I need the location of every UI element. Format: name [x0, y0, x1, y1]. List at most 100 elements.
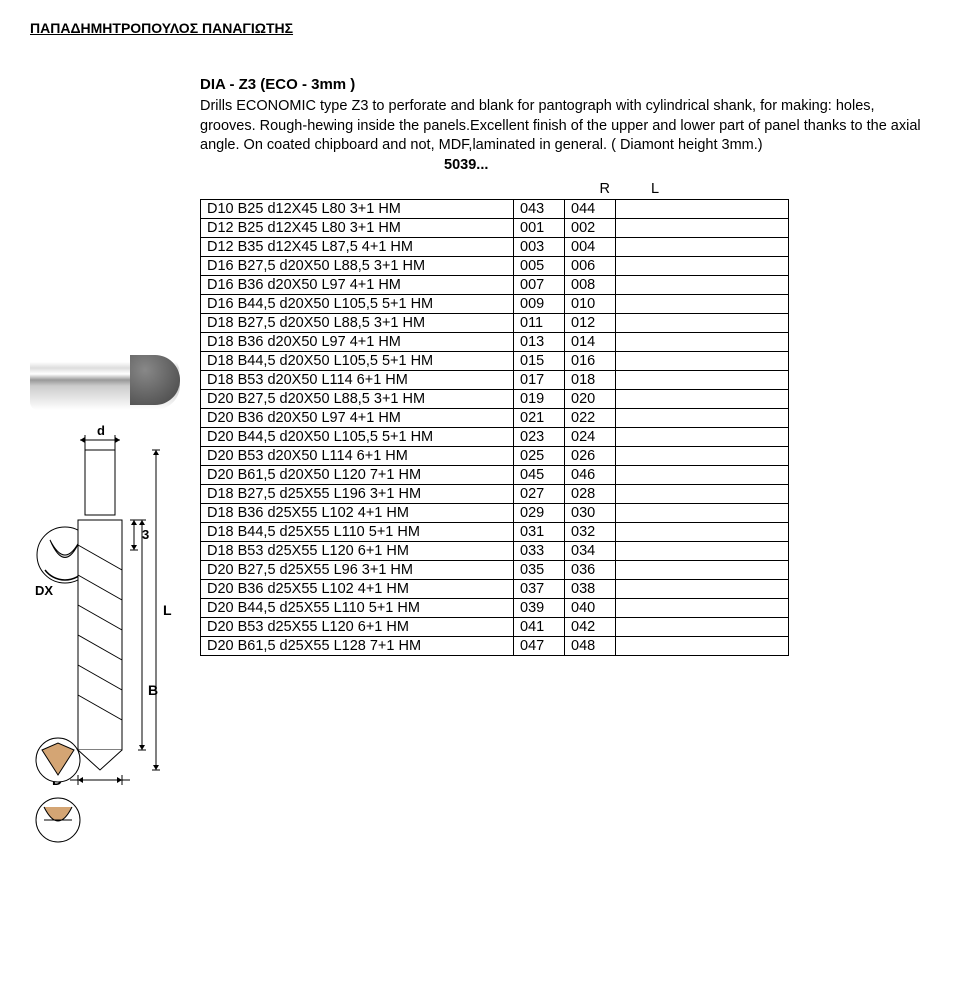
col-r-label: R [200, 181, 610, 197]
table-cell: D20 B53 d20X50 L114 6+1 HM [201, 447, 514, 466]
table-row: D20 B53 d25X55 L120 6+1 HM041042 [201, 618, 789, 637]
label-d: d [97, 425, 105, 438]
table-cell [616, 466, 789, 485]
table-cell: D18 B53 d25X55 L120 6+1 HM [201, 542, 514, 561]
table-cell: 033 [514, 542, 565, 561]
table-cell: 006 [565, 257, 616, 276]
table-cell: 047 [514, 637, 565, 656]
spec-table: D10 B25 d12X45 L80 3+1 HM043044D12 B25 d… [200, 199, 789, 656]
table-row: D18 B27,5 d25X55 L196 3+1 HM027028 [201, 485, 789, 504]
table-cell: D16 B36 d20X50 L97 4+1 HM [201, 276, 514, 295]
table-cell: 013 [514, 333, 565, 352]
table-cell: 027 [514, 485, 565, 504]
table-cell: 020 [565, 390, 616, 409]
illustration-column: d DX 3 L [30, 350, 180, 845]
table-cell: 007 [514, 276, 565, 295]
table-cell: 046 [565, 466, 616, 485]
table-cell: D18 B44,5 d20X50 L105,5 5+1 HM [201, 352, 514, 371]
table-cell [616, 599, 789, 618]
label-dx: DX [35, 583, 53, 598]
table-row: D20 B61,5 d25X55 L128 7+1 HM047048 [201, 637, 789, 656]
table-cell: 009 [514, 295, 565, 314]
table-cell: 041 [514, 618, 565, 637]
table-row: D18 B27,5 d20X50 L88,5 3+1 HM011012 [201, 314, 789, 333]
table-row: D18 B53 d25X55 L120 6+1 HM033034 [201, 542, 789, 561]
col-l-label: L [614, 181, 659, 197]
table-cell: 029 [514, 504, 565, 523]
table-cell: 028 [565, 485, 616, 504]
table-row: D20 B53 d20X50 L114 6+1 HM025026 [201, 447, 789, 466]
table-cell: 018 [565, 371, 616, 390]
table-cell: 045 [514, 466, 565, 485]
table-cell: 016 [565, 352, 616, 371]
table-cell: D12 B35 d12X45 L87,5 4+1 HM [201, 238, 514, 257]
table-row: D16 B36 d20X50 L97 4+1 HM007008 [201, 276, 789, 295]
table-row: D20 B44,5 d20X50 L105,5 5+1 HM023024 [201, 428, 789, 447]
table-cell: 012 [565, 314, 616, 333]
drill-photo [30, 350, 180, 410]
table-cell [616, 637, 789, 656]
table-cell: 025 [514, 447, 565, 466]
table-cell [616, 447, 789, 466]
main-content: DIA - Z3 (ECO - 3mm ) Drills ECONOMIC ty… [200, 76, 930, 656]
table-cell: 011 [514, 314, 565, 333]
table-cell: 003 [514, 238, 565, 257]
table-cell: D18 B36 d20X50 L97 4+1 HM [201, 333, 514, 352]
table-cell: D18 B44,5 d25X55 L110 5+1 HM [201, 523, 514, 542]
table-cell: D18 B27,5 d25X55 L196 3+1 HM [201, 485, 514, 504]
product-code: 5039... [444, 157, 488, 173]
table-cell: D20 B36 d20X50 L97 4+1 HM [201, 409, 514, 428]
table-cell [616, 485, 789, 504]
table-cell [616, 352, 789, 371]
table-cell: D18 B27,5 d20X50 L88,5 3+1 HM [201, 314, 514, 333]
table-cell: 001 [514, 219, 565, 238]
product-title: DIA - Z3 (ECO - 3mm ) [200, 76, 930, 93]
table-cell: 008 [565, 276, 616, 295]
table-cell: 021 [514, 409, 565, 428]
table-cell: 005 [514, 257, 565, 276]
table-row: D20 B44,5 d25X55 L110 5+1 HM039040 [201, 599, 789, 618]
table-cell: D20 B61,5 d25X55 L128 7+1 HM [201, 637, 514, 656]
table-cell: 043 [514, 200, 565, 219]
table-cell: 014 [565, 333, 616, 352]
table-row: D18 B44,5 d25X55 L110 5+1 HM031032 [201, 523, 789, 542]
table-cell [616, 580, 789, 599]
label-B: B [148, 682, 158, 698]
table-cell: D16 B44,5 d20X50 L105,5 5+1 HM [201, 295, 514, 314]
table-cell: 002 [565, 219, 616, 238]
table-row: D20 B27,5 d25X55 L96 3+1 HM035036 [201, 561, 789, 580]
table-cell: 022 [565, 409, 616, 428]
table-cell: D18 B53 d20X50 L114 6+1 HM [201, 371, 514, 390]
table-cell: 010 [565, 295, 616, 314]
table-cell: 032 [565, 523, 616, 542]
table-cell: 048 [565, 637, 616, 656]
table-row: D20 B36 d20X50 L97 4+1 HM021022 [201, 409, 789, 428]
table-cell [616, 390, 789, 409]
table-row: D20 B36 d25X55 L102 4+1 HM037038 [201, 580, 789, 599]
table-cell: D20 B44,5 d25X55 L110 5+1 HM [201, 599, 514, 618]
table-row: D18 B36 d20X50 L97 4+1 HM013014 [201, 333, 789, 352]
table-cell: D20 B27,5 d20X50 L88,5 3+1 HM [201, 390, 514, 409]
table-cell: 044 [565, 200, 616, 219]
table-cell: D20 B36 d25X55 L102 4+1 HM [201, 580, 514, 599]
table-cell: D16 B27,5 d20X50 L88,5 3+1 HM [201, 257, 514, 276]
table-row: D20 B61,5 d20X50 L120 7+1 HM045046 [201, 466, 789, 485]
table-row: D12 B25 d12X45 L80 3+1 HM001002 [201, 219, 789, 238]
table-cell: D20 B27,5 d25X55 L96 3+1 HM [201, 561, 514, 580]
table-row: D18 B53 d20X50 L114 6+1 HM017018 [201, 371, 789, 390]
table-cell: 015 [514, 352, 565, 371]
table-row: D18 B36 d25X55 L102 4+1 HM029030 [201, 504, 789, 523]
label-3: 3 [142, 527, 149, 542]
table-row: D10 B25 d12X45 L80 3+1 HM043044 [201, 200, 789, 219]
table-cell: 019 [514, 390, 565, 409]
table-cell [616, 257, 789, 276]
label-L: L [163, 602, 172, 618]
table-cell: 037 [514, 580, 565, 599]
table-cell: 030 [565, 504, 616, 523]
table-cell [616, 428, 789, 447]
table-cell: 017 [514, 371, 565, 390]
table-cell: 035 [514, 561, 565, 580]
table-cell: 040 [565, 599, 616, 618]
table-cell: 024 [565, 428, 616, 447]
table-cell [616, 276, 789, 295]
